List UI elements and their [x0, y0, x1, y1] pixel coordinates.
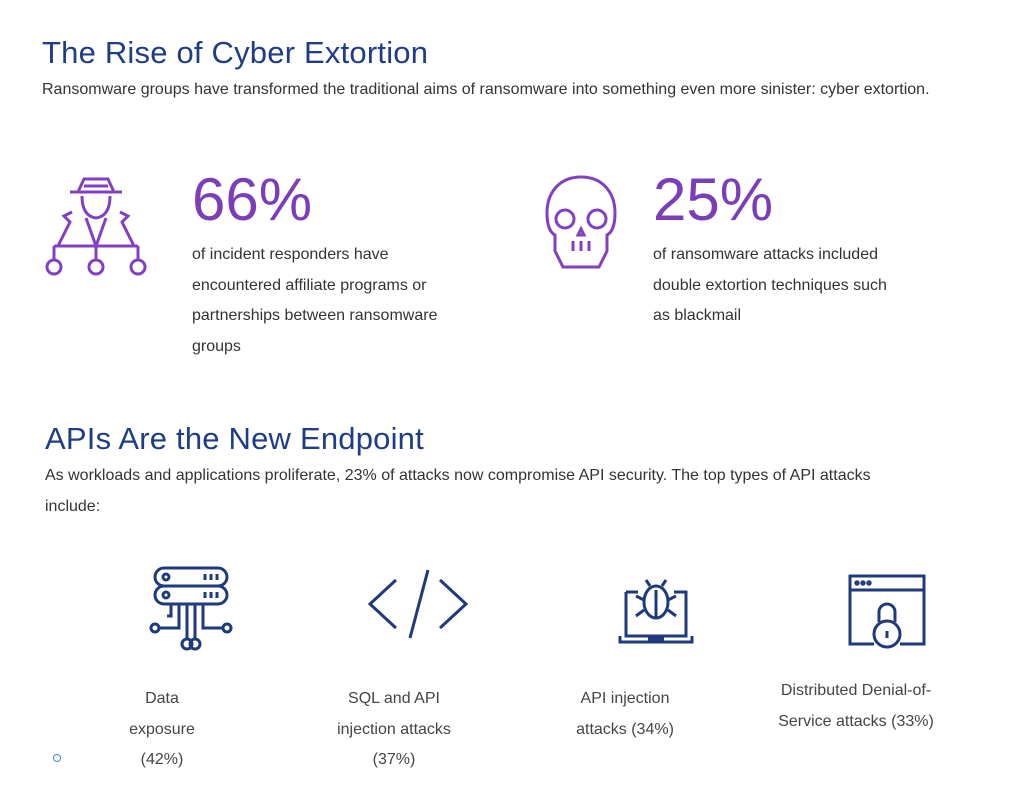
section-title-cyber-extortion: The Rise of Cyber Extortion [42, 35, 429, 70]
attack-label: API injection attacks (34%) [576, 690, 674, 738]
attack-card-ddos: Distributed Denial-of-Service attacks (3… [756, 566, 956, 730]
section-title-apis: APIs Are the New Endpoint [45, 421, 424, 456]
skull-icon [545, 175, 617, 269]
stat-affiliate-programs: 66% of incident responders have encounte… [192, 170, 492, 362]
stat-text: of incident responders have encountered … [192, 246, 438, 355]
stat-text: of ransomware attacks included double ex… [653, 246, 887, 324]
stat-double-extortion: 25% of ransomware attacks included doubl… [653, 170, 953, 332]
browser-lock-icon [848, 574, 926, 649]
code-icon [367, 569, 469, 639]
attack-label: SQL and API injection attacks (37%) [337, 690, 451, 768]
page-indicator-dot [53, 754, 61, 762]
section-intro: As workloads and applications proliferat… [45, 467, 871, 515]
bug-laptop-icon [618, 579, 694, 644]
attack-card-data-exposure: Data exposure (42%) [62, 566, 262, 768]
stat-value: 25% [653, 166, 774, 233]
section-intro: Ransomware groups have transformed the t… [42, 81, 930, 98]
attack-label: Distributed Denial-of-Service attacks (3… [778, 682, 934, 730]
server-data-icon [149, 566, 233, 651]
attack-card-api-injection: API injection attacks (34%) [525, 566, 725, 738]
stat-value: 66% [192, 166, 313, 233]
hacker-network-icon [45, 177, 147, 276]
attack-card-sql-api-injection: SQL and API injection attacks (37%) [294, 566, 494, 768]
attack-label: Data exposure (42%) [129, 690, 195, 768]
